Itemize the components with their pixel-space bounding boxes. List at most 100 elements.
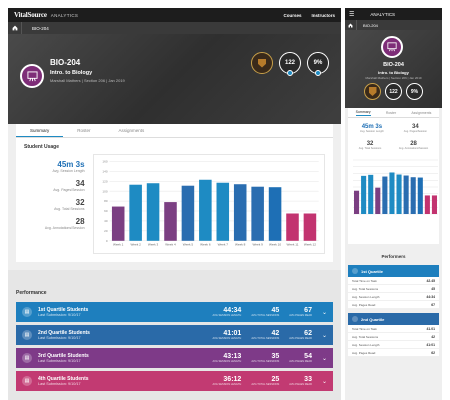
tab-assignments[interactable]: Assignments [118,128,145,133]
bar[interactable] [431,195,438,214]
quartile-row[interactable]: ▤ 3rd Quartile Students Last Submission: 9… [16,348,333,368]
tab-roster[interactable]: Roster [385,110,397,115]
quartile-row[interactable]: ▤ 4th Quartile Students Last Submission: 9… [16,371,333,391]
quartile-name: 2nd Quartile Students [38,330,90,336]
bar[interactable] [216,182,229,241]
bar[interactable] [396,174,402,214]
document-icon: ▤ [22,376,32,386]
nav-instructors[interactable]: Instructors [311,12,335,18]
mobile-usage-bar-chart [353,159,438,215]
bar[interactable] [128,184,142,241]
bar[interactable] [303,213,316,241]
bar[interactable] [146,183,159,241]
bar[interactable] [285,213,299,241]
document-icon [352,268,358,274]
calendar-icon [315,70,321,76]
stat-value: 41:01 [426,342,435,347]
kpi-value: 45m 3s [57,160,85,169]
tab-summary[interactable]: Summary [16,124,64,137]
mobile-quartile-stat: Avg. Pages Read 67 [348,301,439,309]
nav-courses[interactable]: Courses [283,12,302,18]
mobile-title: ANALYTICS [370,11,396,17]
stat-label: Avg. Total Sessions [352,286,379,291]
percent-badge[interactable]: 9% [307,52,329,76]
home-icon[interactable] [345,20,357,30]
quartile-last-submission: Last Submission: 9/10/17 [38,336,81,340]
stat-value: 42 [431,334,435,339]
course-code: BIO-204 [383,62,404,68]
kpi-value: 28 [75,217,85,226]
quartile-row[interactable]: ▤ 1st Quartile Students Last Submission: 9… [16,302,333,322]
bar[interactable] [181,185,194,241]
chevron-down-icon[interactable]: ⌄ [321,309,327,316]
mobile-quartile-header[interactable]: 2nd Quartile [348,313,439,325]
tab-assignments[interactable]: Assignments [411,110,432,115]
bar[interactable] [417,177,423,214]
y-tick-label: 60 [104,209,108,213]
bar[interactable] [198,179,212,241]
medal-icon[interactable] [251,52,273,74]
stat-label: Avg. Total Sessions [352,334,379,339]
student-count-badge[interactable]: 122 [385,83,402,100]
bar[interactable] [424,195,430,214]
mobile-quartile-card[interactable]: 1st Quartile Total Time on Task 42.45 Avg. … [348,265,439,309]
stat-session-length: 43:13 AVG SESSION LENGTH [212,353,242,363]
tab-roster[interactable]: Roster [77,128,91,133]
bar[interactable] [403,175,409,214]
quartile-row[interactable]: ▤ 2nd Quartile Students Last Submission: 9… [16,325,333,345]
bar[interactable] [410,177,416,214]
bar[interactable] [361,175,367,214]
document-icon: ▤ [22,330,32,340]
medal-icon[interactable] [364,83,381,100]
percent-value: 9% [313,60,323,66]
home-icon[interactable] [8,22,22,34]
chevron-down-icon[interactable]: ⌄ [321,332,327,339]
top-bar: VitalSource ANALYTICS Courses Instructor… [8,8,341,22]
student-count-badge[interactable]: 122 [279,52,301,76]
stat-label: Avg. Pages Read [352,302,376,307]
chevron-down-icon[interactable]: ⌄ [321,355,327,362]
y-tick-label: 80 [104,199,108,203]
bar[interactable] [250,186,264,241]
breadcrumb-course[interactable]: BIO-204 [32,25,49,31]
x-tick-label: Week 9 [252,243,263,247]
tab-summary[interactable]: Summary [355,109,371,116]
stat-label: Total Time on Task [352,278,377,283]
bar[interactable] [163,202,177,241]
mobile-quartile-stat: Avg. Pages Read 62 [348,349,439,357]
presentation-icon [381,36,403,58]
y-tick-label: 160 [102,160,107,164]
mobile-quartile-stat: Avg. Total Sessions 45 [348,285,439,293]
y-tick-label: 100 [102,189,107,193]
mobile-summary-card: Summary Roster Assignments 45m 3s Avg. Se… [348,108,439,244]
bar[interactable] [389,172,395,214]
bar[interactable] [111,206,125,241]
course-code: BIO-204 [50,58,81,67]
bar[interactable] [353,190,360,214]
percent-badge[interactable]: 9% [406,83,423,100]
breadcrumb: BIO-204 [8,22,341,34]
stat-pages-read: 54 AVG PAGES READ [289,353,312,363]
mobile-course-hero: BIO-204 Intro. to Biology Marshall Mathe… [345,30,442,108]
y-tick-label: 140 [102,169,107,173]
bar[interactable] [233,184,247,241]
bar[interactable] [375,187,381,214]
bar[interactable] [368,174,374,214]
chevron-down-icon[interactable]: ⌄ [321,378,327,385]
breadcrumb-course[interactable]: BIO-204 [363,22,378,28]
bar[interactable] [382,176,388,214]
stat-total-sessions: 42 AVG TOTAL SESSIONS [251,330,280,340]
hamburger-icon[interactable]: ☰ [349,11,355,18]
kpi-session-length: 45m 3s Avg. Session Length [360,124,384,133]
x-tick-label: Week 3 [147,243,158,247]
performance-title: Performance [16,290,47,296]
mobile-view: ☰ ANALYTICS BIO-204 BIO-204 Intro. to Bi… [345,8,442,400]
mobile-quartile-card[interactable]: 2nd Quartile Total Time on Task 41.01 Avg. … [348,313,439,357]
stat-session-length: 41:01 AVG SESSION LENGTH [212,330,242,340]
kpi-value: 34 [75,179,85,188]
bar[interactable] [268,187,281,241]
stat-pages-read: 33 AVG PAGES READ [289,376,312,386]
document-icon: ▤ [22,353,32,363]
mobile-quartile-header[interactable]: 1st Quartile [348,265,439,277]
brand-logo[interactable]: VitalSource [14,11,47,19]
